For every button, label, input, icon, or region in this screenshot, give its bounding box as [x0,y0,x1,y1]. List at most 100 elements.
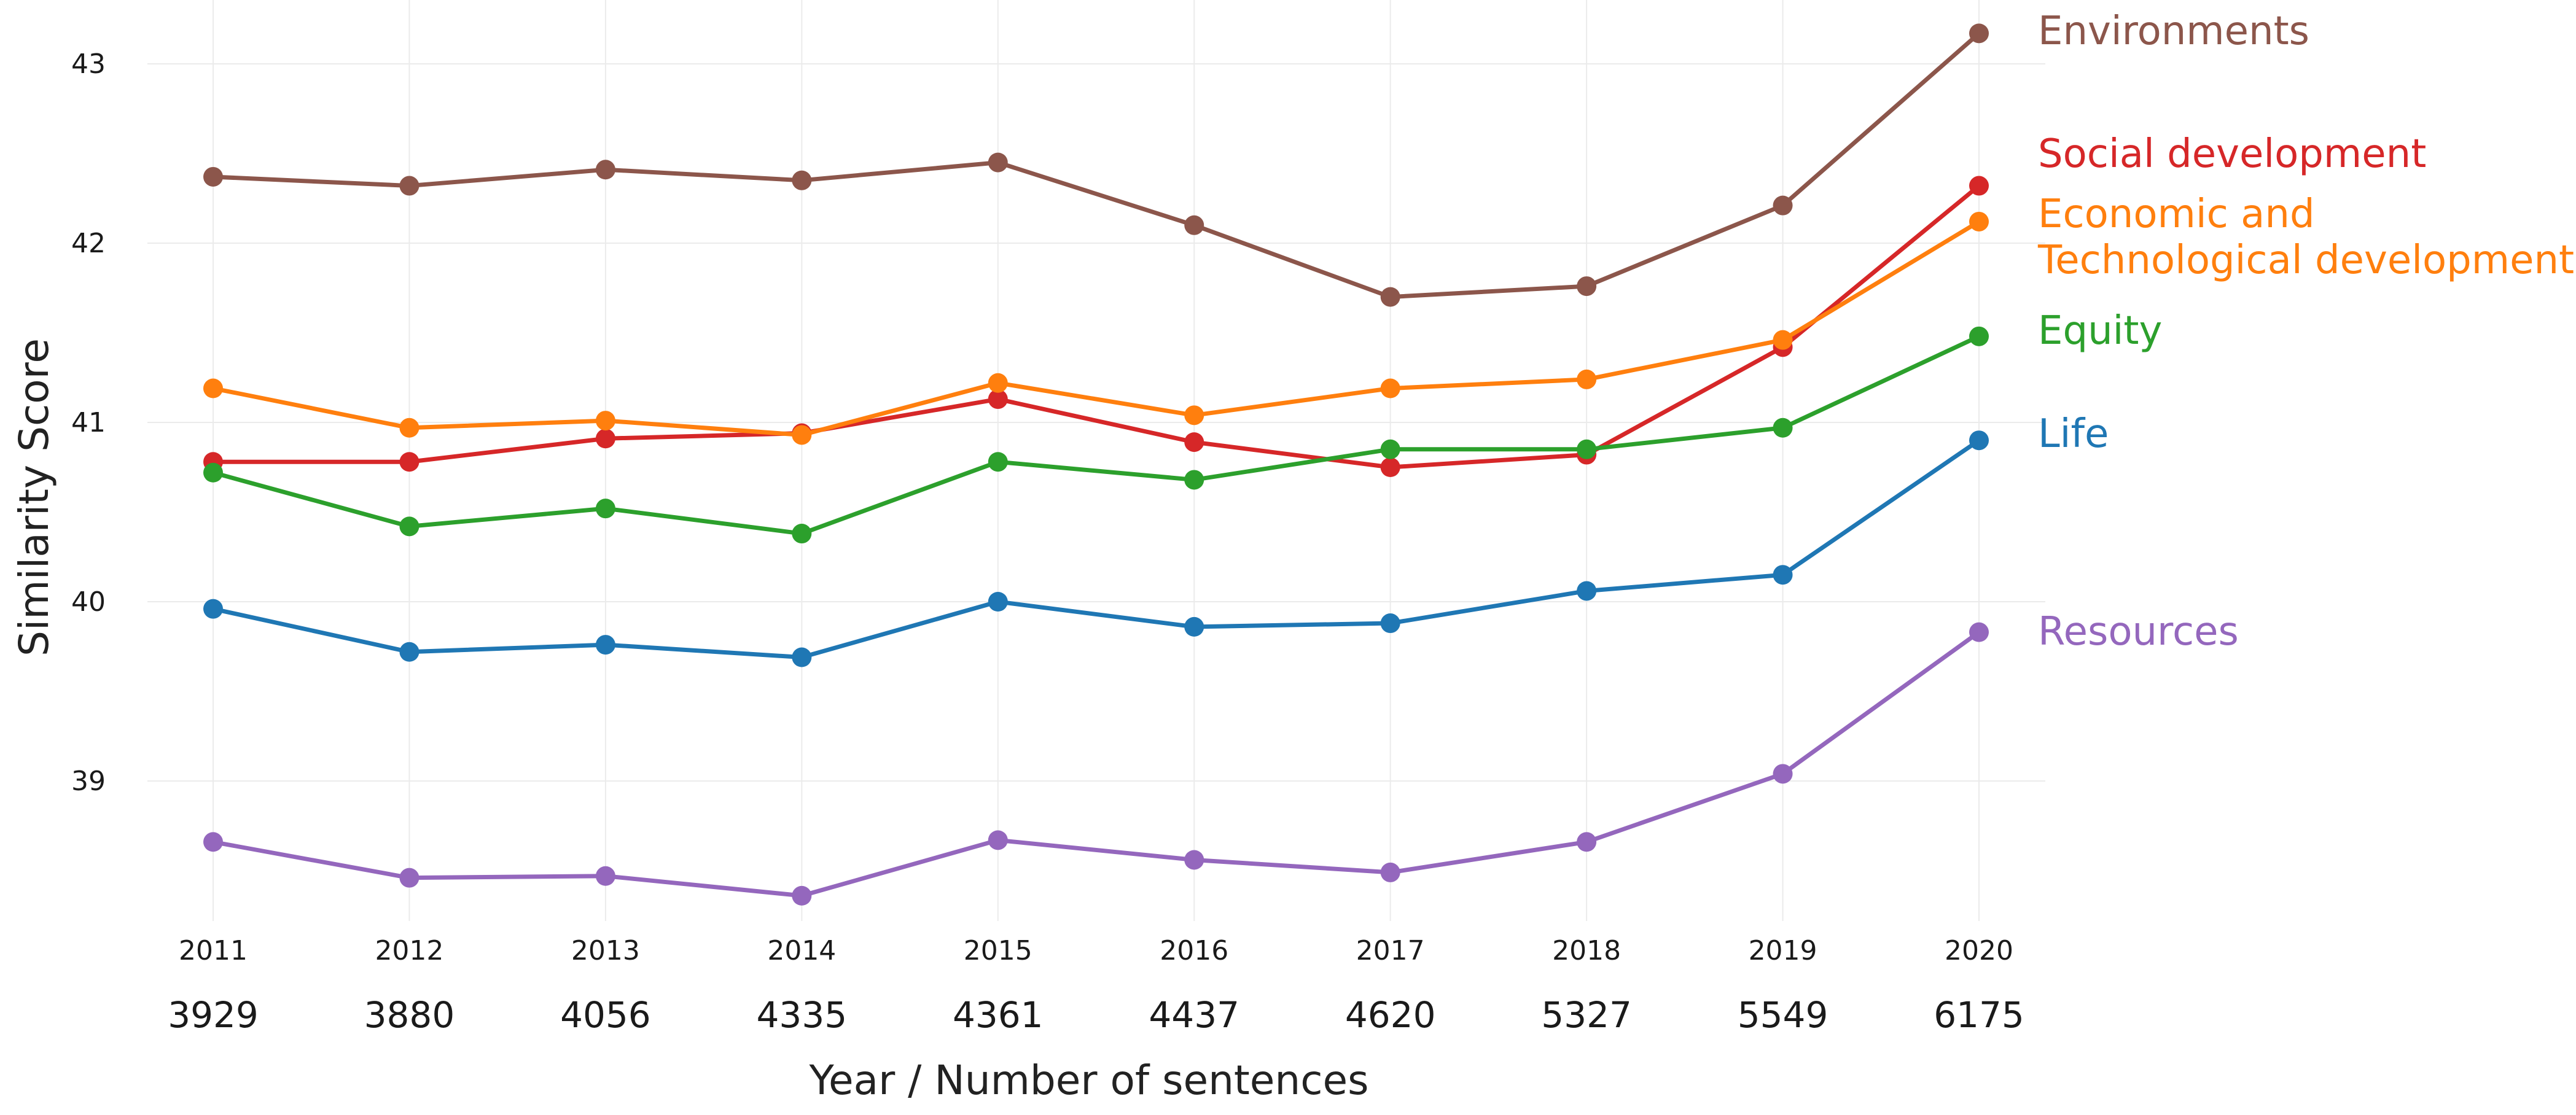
data-point-life [399,642,420,662]
data-point-equity [1577,439,1597,459]
x-tick-label: 2020 [1945,935,2013,966]
data-point-equity [399,516,420,537]
data-point-environments [203,166,223,187]
data-point-life [988,592,1008,612]
sentence-count-label: 5327 [1541,994,1632,1036]
data-point-social-development [988,389,1008,410]
data-point-economic-and-technological-development [203,378,223,398]
data-point-life [792,647,812,667]
data-point-resources [1577,832,1597,852]
data-point-life [203,599,223,619]
y-tick-label: 40 [71,586,106,618]
data-point-equity [595,499,615,519]
series-label-economic-and-technological-development: Technological development [2037,238,2574,283]
data-point-social-development [399,452,420,472]
series-line-resources [213,630,1981,898]
y-tick-label: 39 [71,766,106,797]
data-point-resources [1969,622,1989,642]
data-point-equity [1380,439,1400,459]
data-point-equity [1969,326,1989,346]
data-point-economic-and-technological-development [1577,369,1597,389]
data-point-resources [1773,764,1793,784]
data-point-equity [988,452,1008,472]
series-label-resources: Resources [2038,609,2239,655]
series-line-life [213,438,1980,660]
data-point-equity [792,524,812,544]
data-point-environments [595,160,615,180]
data-point-social-development [1380,457,1400,477]
x-tick-label: 2012 [375,935,443,966]
data-point-environments [1380,287,1400,307]
data-point-economic-and-technological-development [1773,330,1793,350]
sentence-count-label: 4335 [757,994,848,1036]
sentence-count-label: 3929 [168,994,259,1036]
data-point-environments [1969,23,1989,44]
series-line-equity [213,334,1980,536]
data-point-environments [1773,195,1793,216]
data-point-life [595,635,615,655]
data-point-life [1773,565,1793,585]
x-tick-label: 2019 [1749,935,1817,966]
x-tick-label: 2013 [571,935,640,966]
sentence-count-label: 5549 [1738,994,1829,1036]
data-point-economic-and-technological-development [1184,405,1204,425]
y-tick-label: 43 [71,49,106,80]
series-label-economic-and-technological-development: Economic and [2038,192,2315,237]
x-tick-label: 2018 [1552,935,1621,966]
sentence-count-label: 4361 [953,994,1044,1036]
data-point-economic-and-technological-development [399,418,420,438]
data-point-social-development [1969,176,1989,196]
sentence-count-label: 4056 [560,994,651,1036]
data-point-economic-and-technological-development [1969,211,1989,231]
data-point-equity [1773,418,1793,438]
data-point-equity [203,462,223,483]
sentence-count-label: 3880 [364,994,455,1036]
data-point-resources [792,885,812,906]
data-point-life [1969,430,1989,451]
sentence-count-label: 6175 [1934,994,2024,1036]
data-point-resources [595,866,615,886]
data-point-economic-and-technological-development [792,425,812,445]
sentence-count-label: 4620 [1345,994,1436,1036]
x-tick-label: 2017 [1356,935,1425,966]
series-group [203,23,1989,906]
x-tick-label: 2014 [767,935,836,966]
data-point-resources [988,830,1008,850]
y-axis-ticks: 39 40 41 42 43 [71,49,106,797]
data-point-economic-and-technological-development [1380,378,1400,398]
data-point-resources [1184,850,1204,870]
data-point-resources [203,832,223,852]
x-axis-title: Year / Number of sentences [808,1057,1368,1104]
y-tick-label: 42 [71,228,106,259]
data-point-social-development [1184,432,1204,453]
data-point-life [1577,581,1597,601]
series-label-environments: Environments [2038,9,2309,54]
data-point-economic-and-technological-development [988,373,1008,393]
series-line-economic-and-technological-development [213,219,1980,437]
data-point-life [1380,613,1400,634]
data-point-life [1184,616,1204,637]
data-point-economic-and-technological-development [595,411,615,431]
data-point-social-development [595,429,615,449]
data-point-environments [399,176,420,196]
data-point-resources [399,868,420,888]
x-tick-label: 2015 [964,935,1032,966]
data-point-environments [988,152,1008,173]
series-label-equity: Equity [2038,308,2162,354]
series-labels: Environments Social development Economic a… [2037,9,2574,655]
x-tick-label: 2016 [1160,935,1228,966]
data-point-environments [1184,215,1204,235]
x-tick-label: 2011 [179,935,248,966]
y-tick-label: 41 [71,407,106,438]
y-axis-title: Similarity Score [10,338,58,656]
data-point-environments [792,170,812,190]
series-line-environments [213,31,1981,300]
data-point-environments [1577,276,1597,297]
x-axis-ticks: 2011 3929 2012 3880 2013 4056 2014 4335 2015 4361… [168,935,2024,1036]
series-label-life: Life [2038,411,2109,457]
series-line-social-development [213,184,1981,470]
data-point-resources [1380,862,1400,882]
series-label-social-development: Social development [2038,131,2426,177]
sentence-count-label: 4437 [1149,994,1239,1036]
